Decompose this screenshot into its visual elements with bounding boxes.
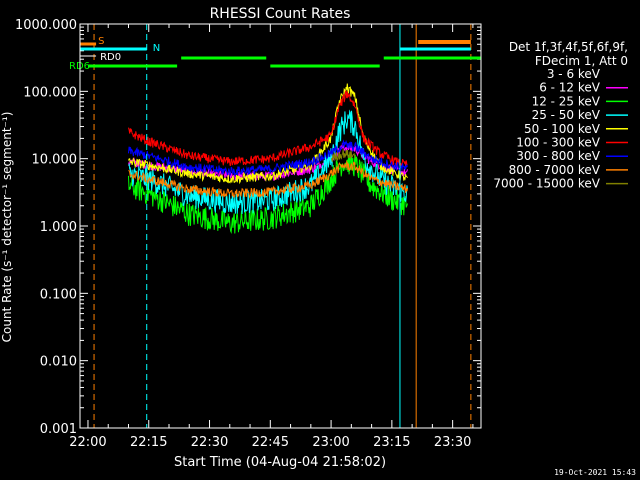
footer-timestamp: 19-Oct-2021 15:43 bbox=[554, 468, 636, 477]
x-tick-labels: 22:00 22:15 22:30 22:45 23:00 23:15 23:30 bbox=[69, 435, 471, 450]
series-line bbox=[128, 139, 408, 177]
plot-frame bbox=[79, 23, 482, 429]
legend-label: 7000 - 15000 keV bbox=[493, 177, 600, 191]
y-axis-label: Count Rate (s⁻¹ detector⁻¹ segment⁻¹) bbox=[0, 112, 14, 343]
x-tick-label: 22:30 bbox=[191, 435, 228, 450]
legend: Det 1f,3f,4f,5f,6f,9f, FDecim 1, Att 0 3… bbox=[493, 40, 628, 191]
series-line bbox=[128, 89, 408, 167]
y-tick-label: 0.010 bbox=[40, 355, 77, 370]
axis-ticks bbox=[80, 23, 481, 429]
legend-label: 800 - 7000 keV bbox=[509, 163, 601, 177]
y-tick-label: 1.000 bbox=[40, 220, 77, 235]
series-line bbox=[128, 83, 408, 185]
legend-label: 50 - 100 keV bbox=[524, 122, 601, 136]
legend-header-line-2: FDecim 1, Att 0 bbox=[535, 54, 628, 68]
y-tick-label: 0.001 bbox=[40, 422, 77, 437]
legend-label: 300 - 800 keV bbox=[516, 149, 600, 163]
legend-label: 6 - 12 keV bbox=[539, 81, 601, 95]
y-tick-label: 10.000 bbox=[32, 153, 78, 168]
chart-title: RHESSI Count Rates bbox=[210, 6, 351, 22]
saa-label: S bbox=[98, 36, 104, 47]
x-tick-label: 23:00 bbox=[312, 435, 349, 450]
decimation-label: RD0 bbox=[100, 52, 121, 63]
x-tick-label: 22:15 bbox=[130, 435, 167, 450]
x-tick-label: 23:30 bbox=[434, 435, 471, 450]
y-tick-labels: 0.001 0.010 0.100 1.000 10.000 100.000 1000.00… bbox=[15, 18, 77, 437]
x-tick-label: 22:45 bbox=[252, 435, 289, 450]
y-tick-label: 1000.000 bbox=[15, 18, 77, 33]
legend-label: 3 - 6 keV bbox=[547, 67, 601, 81]
legend-label: 25 - 50 keV bbox=[532, 108, 601, 122]
x-tick-label: 23:15 bbox=[373, 435, 410, 450]
legend-label: 100 - 300 keV bbox=[516, 136, 600, 150]
series-line bbox=[330, 149, 356, 162]
series-line bbox=[128, 152, 408, 235]
y-tick-label: 0.100 bbox=[40, 287, 77, 302]
night-label: N bbox=[153, 43, 160, 54]
x-tick-label: 22:00 bbox=[69, 435, 106, 450]
x-axis-label: Start Time (04-Aug-04 21:58:02) bbox=[174, 455, 386, 470]
y-tick-label: 100.000 bbox=[23, 85, 77, 100]
legend-label: 12 - 25 keV bbox=[532, 94, 601, 108]
series-line bbox=[128, 159, 408, 199]
series-layer bbox=[128, 83, 408, 235]
legend-header-line-1: Det 1f,3f,4f,5f,6f,9f, bbox=[509, 40, 628, 54]
